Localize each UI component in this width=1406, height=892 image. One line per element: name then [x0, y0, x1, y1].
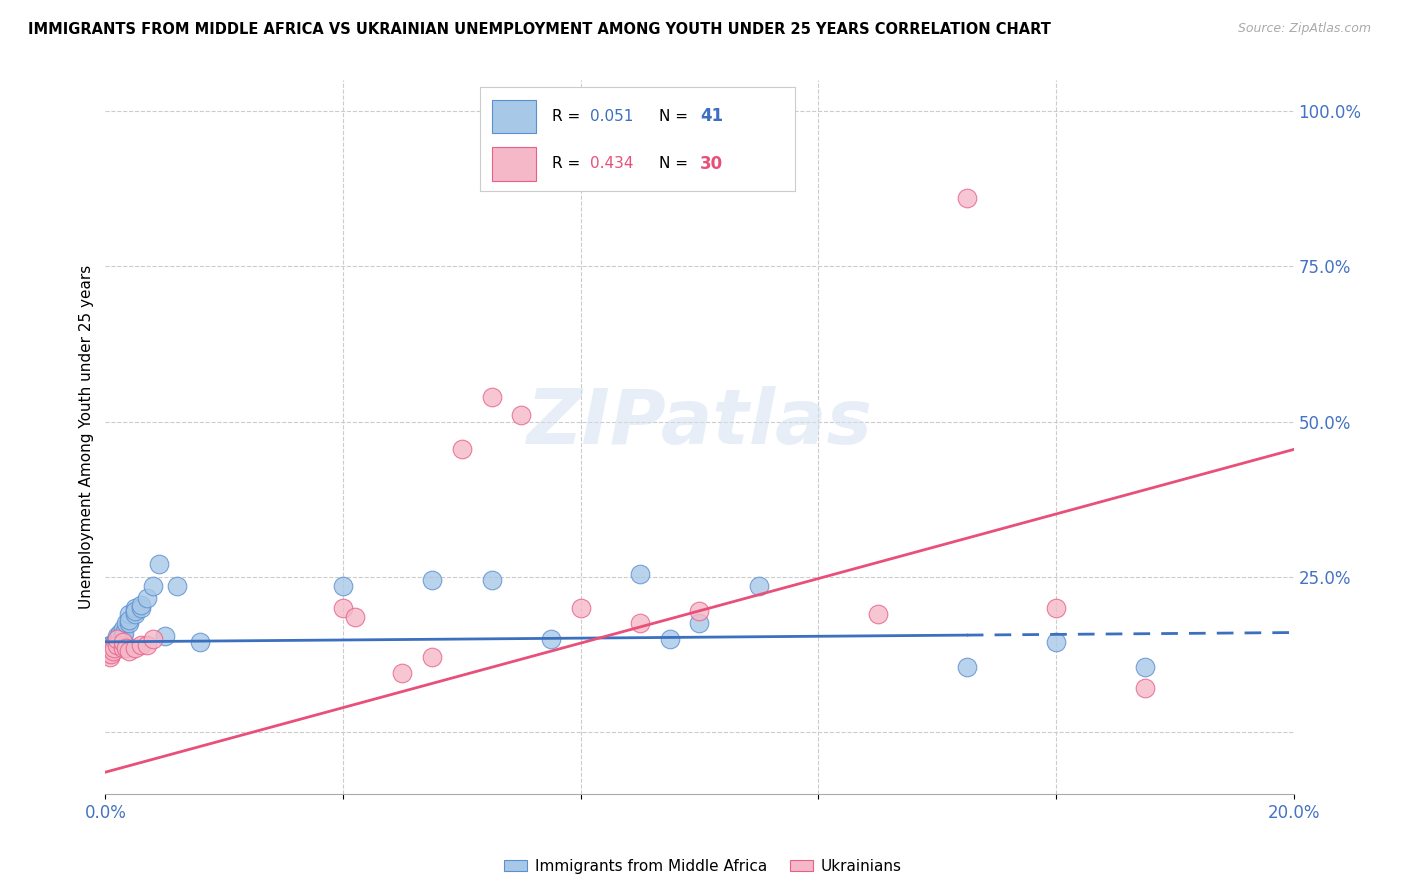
- Point: [105, 629, 128, 643]
- Y-axis label: Unemployment Among Youth under 25 years: Unemployment Among Youth under 25 years: [79, 265, 94, 609]
- Text: Source: ZipAtlas.com: Source: ZipAtlas.com: [1237, 22, 1371, 36]
- Text: IMMIGRANTS FROM MIDDLE AFRICA VS UKRAINIAN UNEMPLOYMENT AMONG YOUTH UNDER 25 YEA: IMMIGRANTS FROM MIDDLE AFRICA VS UKRAINI…: [28, 22, 1052, 37]
- Point: [129, 598, 152, 612]
- Point: [956, 191, 979, 205]
- Point: [114, 625, 136, 640]
- Point: [103, 641, 125, 656]
- Point: [866, 607, 889, 621]
- Point: [748, 579, 770, 593]
- Point: [569, 600, 592, 615]
- Point: [103, 638, 125, 652]
- Point: [118, 644, 141, 658]
- Point: [98, 650, 121, 665]
- Point: [148, 558, 170, 572]
- Point: [391, 665, 413, 680]
- Point: [420, 573, 443, 587]
- Point: [118, 616, 141, 631]
- Point: [112, 635, 135, 649]
- Text: ZIPatlas: ZIPatlas: [526, 386, 873, 459]
- Point: [97, 641, 120, 656]
- Point: [658, 632, 681, 646]
- Point: [112, 623, 135, 637]
- Point: [115, 616, 138, 631]
- Point: [98, 638, 121, 652]
- Point: [124, 607, 146, 621]
- Point: [136, 591, 159, 606]
- Point: [1133, 681, 1156, 696]
- Point: [481, 390, 503, 404]
- Point: [97, 647, 120, 661]
- Point: [332, 600, 354, 615]
- Point: [105, 632, 128, 646]
- Point: [190, 635, 212, 649]
- Point: [103, 641, 125, 656]
- Point: [107, 629, 129, 643]
- Point: [628, 616, 651, 631]
- Point: [118, 607, 141, 621]
- Point: [129, 638, 152, 652]
- Point: [100, 641, 122, 656]
- Point: [142, 632, 165, 646]
- Point: [689, 616, 711, 631]
- Point: [105, 635, 128, 649]
- Legend: Immigrants from Middle Africa, Ukrainians: Immigrants from Middle Africa, Ukrainian…: [498, 853, 908, 880]
- Point: [628, 566, 651, 581]
- Point: [112, 629, 135, 643]
- Point: [101, 644, 124, 658]
- Point: [420, 650, 443, 665]
- Point: [105, 638, 128, 652]
- Point: [129, 600, 152, 615]
- Point: [110, 625, 132, 640]
- Point: [115, 641, 138, 656]
- Point: [118, 613, 141, 627]
- Point: [153, 629, 176, 643]
- Point: [956, 659, 979, 673]
- Point: [101, 638, 124, 652]
- Point: [112, 641, 135, 656]
- Point: [689, 604, 711, 618]
- Point: [1045, 600, 1067, 615]
- Point: [136, 638, 159, 652]
- Point: [450, 442, 472, 457]
- Point: [343, 610, 366, 624]
- Point: [124, 604, 146, 618]
- Point: [540, 632, 562, 646]
- Point: [1045, 635, 1067, 649]
- Point: [124, 600, 146, 615]
- Point: [100, 647, 122, 661]
- Point: [510, 409, 533, 423]
- Point: [1133, 659, 1156, 673]
- Point: [124, 641, 146, 656]
- Point: [112, 635, 135, 649]
- Point: [166, 579, 188, 593]
- Point: [142, 579, 165, 593]
- Point: [481, 573, 503, 587]
- Point: [100, 638, 122, 652]
- Point: [332, 579, 354, 593]
- Point: [100, 641, 122, 656]
